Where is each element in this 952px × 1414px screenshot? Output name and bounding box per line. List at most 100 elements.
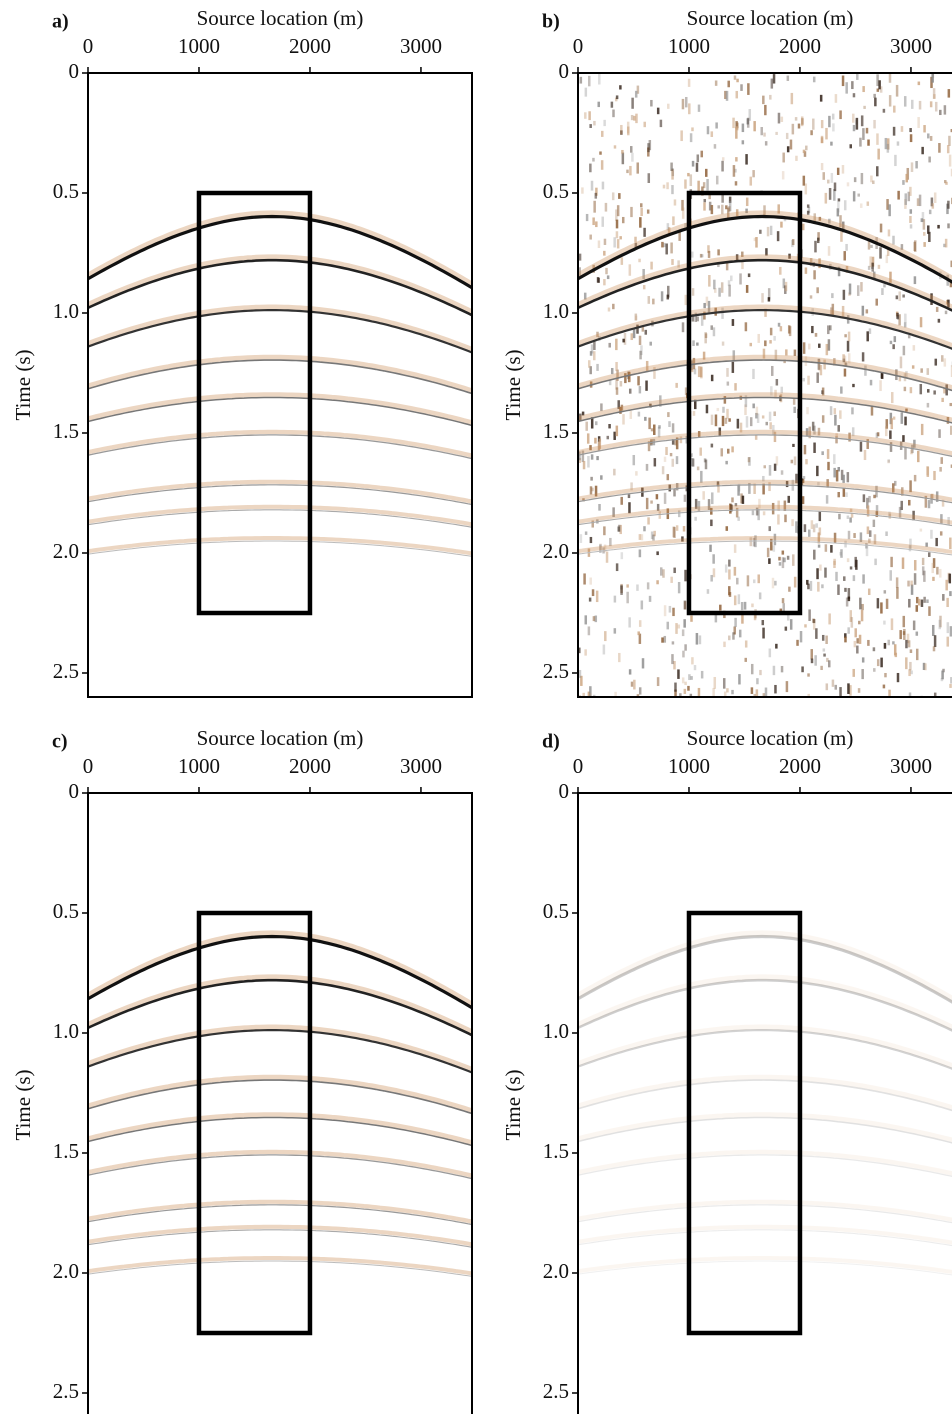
- reflection: [88, 1229, 472, 1248]
- noise: [945, 384, 948, 396]
- noise: [910, 584, 914, 595]
- noise: [641, 326, 645, 332]
- noise: [807, 583, 810, 590]
- noise: [825, 495, 829, 504]
- noise: [587, 626, 591, 636]
- noise: [921, 557, 925, 566]
- noise: [803, 524, 807, 533]
- noise: [910, 449, 913, 455]
- noise: [647, 517, 650, 525]
- noise: [711, 492, 714, 505]
- noise: [795, 521, 798, 533]
- reflection-halo: [578, 930, 952, 1003]
- noise: [706, 126, 710, 135]
- noise: [749, 417, 753, 427]
- noise: [861, 603, 864, 611]
- noise: [593, 351, 596, 361]
- noise: [899, 441, 903, 450]
- noise: [908, 669, 911, 677]
- noise: [613, 431, 616, 440]
- noise: [764, 308, 767, 317]
- noise: [732, 117, 735, 129]
- noise: [587, 691, 591, 697]
- noise: [697, 431, 701, 438]
- noise: [673, 660, 676, 670]
- panel-label: a): [52, 11, 69, 33]
- noise: [788, 326, 792, 337]
- noise: [721, 157, 725, 161]
- noise: [809, 258, 813, 266]
- noise: [868, 328, 872, 334]
- noise: [918, 100, 922, 110]
- noise: [806, 210, 810, 215]
- noise: [600, 475, 603, 480]
- noise: [745, 154, 748, 165]
- noise: [688, 103, 691, 115]
- reflection-halo: [88, 429, 472, 458]
- noise: [926, 368, 930, 375]
- noise: [758, 498, 761, 509]
- noise: [862, 128, 865, 140]
- noise: [928, 606, 931, 616]
- noise: [744, 657, 747, 662]
- noise: [889, 340, 893, 345]
- x-tick-label: 2000: [289, 34, 331, 58]
- reflection: [88, 309, 472, 354]
- noise: [937, 318, 941, 323]
- noise: [666, 182, 669, 190]
- noise: [897, 190, 900, 200]
- noise: [864, 365, 867, 376]
- y-tick-label: 0: [69, 59, 80, 83]
- noise: [745, 197, 749, 207]
- noise: [949, 683, 952, 688]
- noise: [755, 406, 759, 416]
- noise: [618, 652, 621, 663]
- noise: [705, 296, 709, 306]
- noise: [851, 407, 854, 415]
- noise: [601, 130, 604, 137]
- noise: [684, 179, 687, 189]
- noise: [825, 343, 829, 356]
- noise: [771, 577, 775, 589]
- noise: [845, 82, 848, 94]
- y-tick-label: 2.0: [53, 1259, 79, 1283]
- noise: [746, 117, 750, 128]
- noise: [590, 476, 593, 481]
- noise: [857, 688, 861, 693]
- noise: [818, 343, 821, 348]
- noise: [792, 398, 796, 405]
- noise: [940, 457, 943, 464]
- noise: [645, 463, 649, 471]
- noise: [793, 406, 796, 414]
- noise: [593, 200, 596, 213]
- noise: [755, 507, 759, 516]
- noise: [677, 669, 680, 679]
- noise: [599, 151, 602, 155]
- noise: [670, 576, 673, 583]
- noise: [803, 444, 807, 455]
- noise: [700, 254, 704, 258]
- noise: [640, 600, 644, 610]
- noise: [846, 472, 850, 483]
- noise: [908, 692, 912, 697]
- noise: [938, 429, 941, 438]
- noise: [878, 80, 881, 90]
- noise: [620, 585, 623, 595]
- reflection-halo: [578, 1112, 952, 1143]
- reflection: [88, 540, 472, 557]
- noise: [872, 647, 876, 652]
- noise: [647, 296, 651, 304]
- noise: [681, 677, 685, 684]
- noise: [856, 645, 859, 654]
- noise: [710, 519, 713, 527]
- noise: [893, 644, 897, 656]
- x-axis-label: Source location (m): [197, 6, 364, 30]
- noise: [606, 435, 610, 440]
- noise: [620, 583, 623, 594]
- noise: [883, 642, 887, 649]
- noise: [939, 531, 943, 536]
- noise: [603, 119, 606, 127]
- noise: [944, 310, 948, 315]
- noise: [890, 618, 894, 631]
- noise: [870, 175, 873, 183]
